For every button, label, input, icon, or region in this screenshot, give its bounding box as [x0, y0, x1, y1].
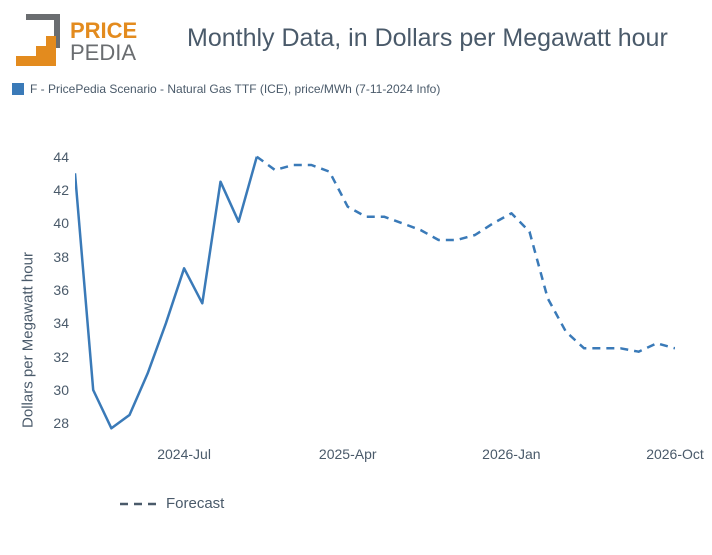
y-tick-label: 34: [53, 315, 69, 331]
legend-forecast-dash-icon: [120, 499, 160, 509]
y-tick-label: 28: [53, 415, 69, 431]
pricepedia-logo: PRICE PEDIA: [12, 10, 162, 70]
legend-swatch-icon: [12, 83, 24, 95]
chart-title: Monthly Data, in Dollars per Megawatt ho…: [187, 24, 668, 53]
chart-root: PRICE PEDIA Monthly Data, in Dollars per…: [0, 0, 712, 555]
x-tick-label: 2026-Oct: [646, 446, 704, 462]
legend-series-label: F - PricePedia Scenario - Natural Gas TT…: [30, 82, 440, 96]
header: PRICE PEDIA Monthly Data, in Dollars per…: [12, 10, 700, 70]
series-line-dashed: [257, 157, 675, 352]
y-tick-label: 40: [53, 215, 69, 231]
y-tick-label: 44: [53, 149, 69, 165]
series-line-solid: [75, 157, 257, 429]
line-chart-svg: [75, 140, 675, 440]
plot-region: 2830323436384042442024-Jul2025-Apr2026-J…: [75, 140, 675, 440]
y-tick-label: 36: [53, 282, 69, 298]
logo-word-pedia: PEDIA: [70, 40, 136, 65]
x-tick-label: 2026-Jan: [482, 446, 540, 462]
x-tick-label: 2024-Jul: [157, 446, 211, 462]
x-tick-label: 2025-Apr: [319, 446, 377, 462]
y-tick-label: 38: [53, 249, 69, 265]
y-axis-title: Dollars per Megawatt hour: [20, 252, 37, 428]
legend-forecast: Forecast: [120, 495, 224, 512]
y-tick-label: 30: [53, 382, 69, 398]
legend-forecast-label: Forecast: [166, 495, 224, 512]
y-tick-label: 32: [53, 349, 69, 365]
legend-series: F - PricePedia Scenario - Natural Gas TT…: [12, 82, 440, 96]
chart-area: Dollars per Megawatt hour 28303234363840…: [0, 120, 712, 520]
y-tick-label: 42: [53, 182, 69, 198]
